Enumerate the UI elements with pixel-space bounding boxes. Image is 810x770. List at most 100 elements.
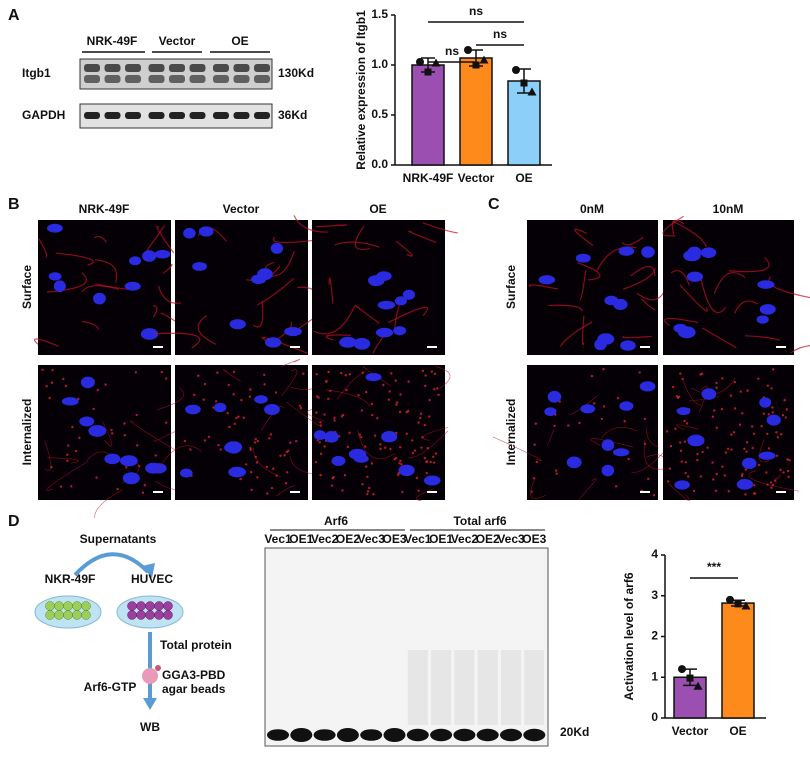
- y-tick-label: 1: [651, 669, 658, 683]
- vesicle: [41, 368, 44, 371]
- band: [125, 64, 141, 72]
- group-label: OE: [231, 34, 248, 48]
- vesicle: [786, 458, 789, 461]
- schematic-label: Total protein: [160, 638, 232, 652]
- smear: [407, 650, 428, 725]
- vesicle: [263, 373, 266, 376]
- vesicle: [417, 489, 420, 492]
- nucleus: [228, 466, 247, 478]
- data-point: [741, 601, 751, 610]
- bar: [411, 64, 445, 166]
- band: [290, 728, 313, 742]
- lane-label: OE2: [336, 532, 360, 546]
- band: [233, 75, 250, 83]
- vesicle: [788, 458, 791, 462]
- vesicle: [123, 422, 126, 425]
- membrane-stain: [354, 304, 380, 324]
- vesicle: [730, 433, 733, 436]
- vesicle: [432, 455, 435, 458]
- data-point: [726, 595, 734, 604]
- vesicle: [432, 461, 436, 464]
- vesicle: [62, 377, 65, 381]
- vesicle: [419, 416, 422, 420]
- vesicle: [726, 447, 730, 450]
- nucleus: [641, 246, 655, 258]
- vesicle: [674, 427, 677, 431]
- blot-a: NRK-49F Vector OE Itgb1 130Kd GAPDH 36Kd: [22, 34, 314, 129]
- vesicle: [249, 470, 253, 474]
- membrane-stain: [645, 426, 659, 448]
- vesicle: [360, 409, 364, 412]
- nucleus: [179, 468, 193, 478]
- nucleus: [53, 280, 66, 293]
- vesicle: [751, 446, 754, 450]
- membrane-stain: [579, 270, 587, 301]
- membrane-stain: [682, 379, 702, 406]
- vesicle: [744, 493, 747, 496]
- vesicle: [302, 372, 305, 375]
- nucleus: [254, 395, 268, 404]
- schematic-label: NKR-49F: [45, 572, 96, 586]
- vesicle: [723, 474, 727, 477]
- vesicle: [701, 372, 704, 376]
- membrane-stain: [596, 246, 637, 272]
- nucleus: [88, 425, 107, 437]
- vesicle: [555, 469, 558, 472]
- nucleus: [604, 295, 619, 306]
- data-point: [464, 46, 472, 54]
- nucleus: [677, 326, 696, 339]
- vesicle: [256, 476, 259, 479]
- column-label: 0nM: [580, 202, 604, 216]
- nucleus: [47, 223, 63, 233]
- vesicle: [372, 492, 375, 496]
- vesicle: [532, 477, 536, 480]
- vesicle: [116, 487, 119, 491]
- arrow-head: [142, 563, 155, 578]
- vesicle: [744, 468, 748, 471]
- vesicle: [407, 409, 410, 413]
- vesicle: [757, 463, 761, 467]
- nucleus: [538, 275, 556, 285]
- vesicle: [401, 490, 404, 494]
- vesicle: [417, 421, 420, 424]
- membrane-stain: [581, 315, 585, 345]
- vesicle: [315, 373, 318, 376]
- vesicle: [781, 414, 785, 417]
- membrane-stain: [670, 270, 690, 286]
- vesicle: [437, 393, 440, 396]
- membrane-stain: [422, 222, 458, 234]
- vesicle: [256, 439, 259, 443]
- vesicle: [348, 373, 351, 376]
- nucleus: [140, 328, 159, 340]
- band: [453, 728, 476, 742]
- membrane-stain: [81, 285, 119, 293]
- vesicle: [50, 465, 53, 469]
- nucleus: [594, 338, 607, 351]
- vesicle: [226, 411, 229, 415]
- vesicle: [602, 405, 606, 408]
- vesicle: [387, 398, 391, 401]
- data-point: [520, 79, 528, 87]
- vesicle: [701, 450, 704, 454]
- vesicle: [95, 476, 98, 479]
- nucleus: [547, 390, 562, 403]
- data-point: [479, 55, 489, 64]
- vesicle: [389, 447, 392, 451]
- cell: [163, 601, 173, 611]
- membrane-stain: [357, 429, 396, 460]
- membrane-stain: [631, 450, 666, 473]
- vesicle: [413, 449, 417, 452]
- smear: [524, 650, 545, 725]
- vesicle: [295, 439, 298, 443]
- vesicle: [750, 425, 754, 428]
- vesicle: [770, 486, 773, 489]
- band: [148, 112, 165, 119]
- vesicle: [405, 432, 409, 435]
- membrane-stain: [768, 276, 810, 299]
- vesicle: [679, 449, 683, 453]
- vesicle: [390, 372, 393, 375]
- data-point: [424, 68, 432, 76]
- nucleus: [759, 304, 776, 315]
- vesicle: [240, 398, 243, 402]
- vesicle: [679, 372, 682, 375]
